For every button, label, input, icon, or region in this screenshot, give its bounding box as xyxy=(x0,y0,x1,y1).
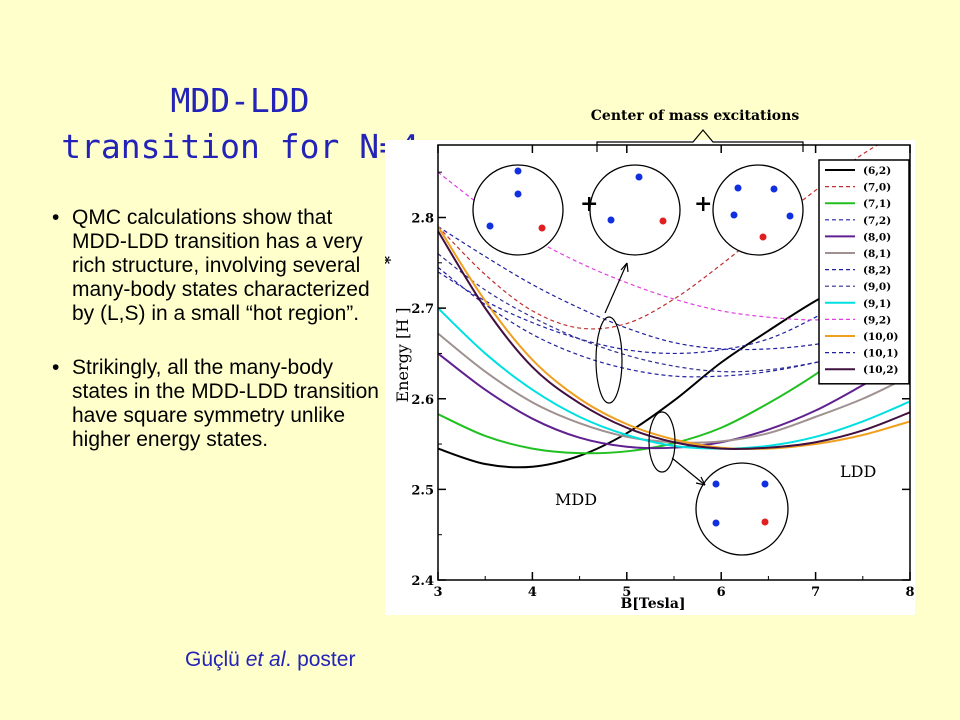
blue-particle xyxy=(770,185,778,193)
y-tick-label: 2.6 xyxy=(411,393,434,408)
axes-group: 3 4 5 6 7 8 2.4 2.5 2.6 2.7 2.8 xyxy=(411,144,915,600)
bullet-text: Strikingly, all the many-body states in … xyxy=(72,356,379,451)
slide-title: MDD-LDD transition for N=4 xyxy=(60,78,420,170)
credit-author: Güçlü xyxy=(185,648,246,671)
legend-label: (7,1) xyxy=(863,198,891,210)
y-tick-label: 2.4 xyxy=(411,574,434,589)
y-axis-label-star: * xyxy=(385,255,399,264)
legend-label: (8,1) xyxy=(863,248,891,260)
blue-particle xyxy=(712,519,720,527)
legend-label: (9,2) xyxy=(863,314,891,326)
bullet-item: • Strikingly, all the many-body states i… xyxy=(52,356,387,452)
series-line xyxy=(438,352,910,450)
configuration-circle xyxy=(589,164,681,256)
series-line xyxy=(438,307,910,450)
mdd-label: MDD xyxy=(555,490,597,509)
legend: (6,2) (7,0) (7,1) (7,2) (8,0) (8,1) (8,2) (9,0)… xyxy=(818,159,910,385)
legend-label: (8,2) xyxy=(863,265,891,277)
bullet-symbol: • xyxy=(52,206,60,229)
y-tick-label: 2.8 xyxy=(411,212,434,227)
x-tick-label: 4 xyxy=(528,585,537,600)
x-tick-label: 3 xyxy=(433,585,442,600)
blue-particle xyxy=(635,173,643,181)
red-particle xyxy=(538,224,546,232)
brace xyxy=(596,129,804,152)
credit-rest: . poster xyxy=(285,648,356,671)
arrow-head xyxy=(620,262,629,273)
legend-label: (7,2) xyxy=(863,215,891,227)
legend-label: (6,2) xyxy=(863,165,891,177)
blue-particle xyxy=(734,184,742,192)
y-tick-label: 2.5 xyxy=(411,483,434,498)
x-tick-label: 7 xyxy=(811,585,820,600)
y-tick-label: 2.7 xyxy=(411,302,434,317)
blue-particle xyxy=(730,211,738,219)
arrow-line xyxy=(671,457,706,486)
legend-label: (9,0) xyxy=(863,281,891,293)
configuration-circle xyxy=(712,164,804,256)
bullet-list: • QMC calculations show that MDD-LDD tra… xyxy=(52,206,387,482)
bullet-item: • QMC calculations show that MDD-LDD tra… xyxy=(52,206,387,326)
x-tick-label: 8 xyxy=(905,585,914,600)
blue-particle xyxy=(514,167,522,175)
ldd-label: LDD xyxy=(840,462,876,481)
region-ellipse xyxy=(648,411,676,473)
legend-label: (10,2) xyxy=(863,364,899,376)
series-line xyxy=(438,226,910,450)
blue-particle xyxy=(607,216,615,224)
blue-particle xyxy=(786,212,794,220)
poster-credit: Güçlü et al. poster xyxy=(185,648,355,672)
inset-group xyxy=(472,129,804,556)
bullet-symbol: • xyxy=(52,356,60,379)
credit-etal: et al xyxy=(245,648,286,671)
blue-particle xyxy=(761,480,769,488)
red-particle xyxy=(761,518,769,526)
legend-label: (9,1) xyxy=(863,298,891,310)
x-axis-label: B[Tesla] xyxy=(620,596,685,612)
configuration-circle xyxy=(695,462,789,556)
legend-label: (10,0) xyxy=(863,331,899,343)
blue-particle xyxy=(514,190,522,198)
arrow-head xyxy=(695,476,706,486)
x-tick-label: 6 xyxy=(717,585,726,600)
bullet-text: QMC calculations show that MDD-LDD trans… xyxy=(72,206,370,325)
legend-label: (10,1) xyxy=(863,348,899,360)
legend-box xyxy=(818,159,910,385)
slide-title-line2: transition for N=4 xyxy=(61,127,419,166)
region-ellipse xyxy=(595,316,623,404)
y-axis-label: Energy [H ] xyxy=(393,308,412,403)
red-particle xyxy=(659,217,667,225)
slide-title-line1: MDD-LDD xyxy=(170,81,310,120)
arrow-line xyxy=(604,262,628,314)
legend-label: (8,0) xyxy=(863,231,891,243)
configuration-circle xyxy=(472,164,564,256)
x-tick-label: 5 xyxy=(622,585,631,600)
energy-chart: 3 4 5 6 7 8 2.4 2.5 2.6 2.7 2.8 (6,2) (7,0) (7,1) (7,… xyxy=(385,108,915,615)
annotation-top-label: Center of mass excitations xyxy=(591,108,800,124)
plus-sign: + xyxy=(580,191,598,217)
series-line xyxy=(438,230,910,450)
legend-label: (7,0) xyxy=(863,182,891,194)
red-particle xyxy=(759,233,767,241)
blue-particle xyxy=(712,480,720,488)
plus-sign: + xyxy=(694,191,712,217)
blue-particle xyxy=(486,222,494,230)
